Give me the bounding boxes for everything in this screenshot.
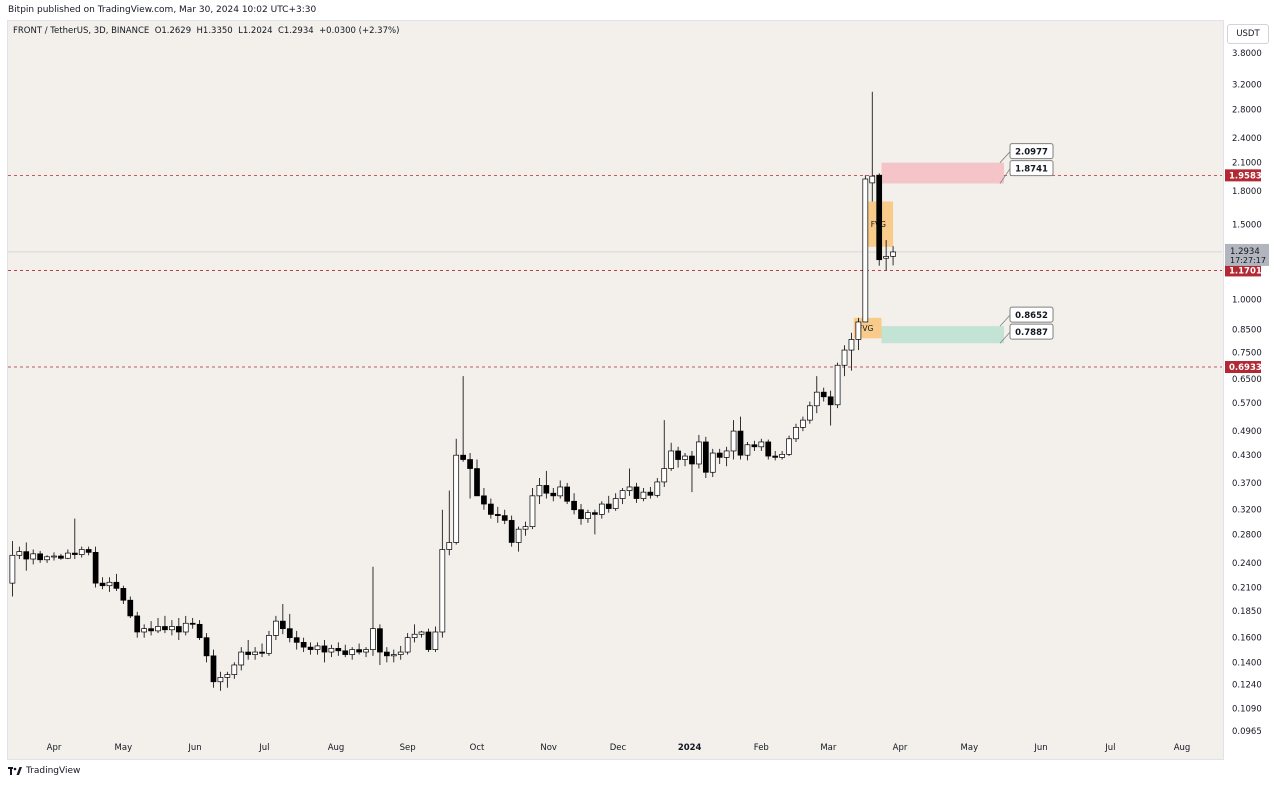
change-value: +0.0300 (+2.37%) xyxy=(319,26,400,36)
currency-button[interactable]: USDT xyxy=(1227,24,1269,44)
y-tick-label: 0.1090 xyxy=(1232,705,1262,715)
y-tick-label: 1.8000 xyxy=(1232,187,1262,197)
y-tick-label: 0.5700 xyxy=(1232,399,1262,409)
y-tick-label: 0.1600 xyxy=(1232,634,1262,644)
y-tick-label: 3.2000 xyxy=(1232,81,1262,91)
y-tick-label: 3.8000 xyxy=(1232,49,1262,59)
y-tick-label: 0.8500 xyxy=(1232,325,1262,335)
y-tick-label: 0.4300 xyxy=(1232,451,1262,461)
current-price-tag xyxy=(1225,243,1269,266)
y-tick-label: 0.2100 xyxy=(1232,583,1262,593)
bar-countdown-label: 17:27:17 xyxy=(1230,256,1266,265)
y-tick-label: 1.5000 xyxy=(1232,221,1262,231)
open-value: O1.2629 xyxy=(154,26,192,36)
y-tick-label: 1.0000 xyxy=(1232,295,1262,305)
y-tick-label: 2.8000 xyxy=(1232,105,1262,115)
y-tick-label: 0.2400 xyxy=(1232,559,1262,569)
y-tick-label: 0.1850 xyxy=(1232,607,1262,617)
symbol-name[interactable]: FRONT / TetherUS, 3D, BINANCE xyxy=(13,26,150,36)
y-tick-label: 0.1240 xyxy=(1232,681,1262,691)
y-tick-label: 0.2800 xyxy=(1232,530,1262,540)
low-value: L1.2024 xyxy=(238,26,273,36)
level-price-label: 1.9583 xyxy=(1229,171,1262,181)
chart-pane[interactable] xyxy=(7,20,1224,760)
y-tick-label: 0.7500 xyxy=(1232,349,1262,359)
y-tick-label: 0.3200 xyxy=(1232,506,1262,516)
y-tick-label: 2.4000 xyxy=(1232,134,1262,144)
tradingview-logo-icon xyxy=(8,767,22,775)
high-value: H1.3350 xyxy=(196,26,233,36)
y-tick-label: 0.1400 xyxy=(1232,658,1262,668)
y-tick-label: 0.3700 xyxy=(1232,479,1262,489)
level-price-label: 0.6933 xyxy=(1229,363,1262,373)
level-price-tag xyxy=(1225,361,1261,374)
level-price-label: 1.1701 xyxy=(1229,266,1262,276)
y-tick-label: 0.4900 xyxy=(1232,427,1262,437)
footer-brand: TradingView xyxy=(8,766,80,776)
current-price-label: 1.2934 xyxy=(1230,247,1260,257)
level-price-tag xyxy=(1225,169,1261,182)
top-bar: Bitpin published on TradingView.com, Mar… xyxy=(0,0,1280,20)
y-tick-label: 0.0965 xyxy=(1232,727,1262,737)
close-value: C1.2934 xyxy=(277,26,314,36)
footer-brand-text: TradingView xyxy=(26,766,81,776)
y-tick-label: 2.1000 xyxy=(1232,158,1262,168)
publisher-line: Bitpin published on TradingView.com, Mar… xyxy=(8,5,317,15)
symbol-legend: FRONT / TetherUS, 3D, BINANCE O1.2629 H1… xyxy=(13,26,399,36)
y-tick-label: 0.6500 xyxy=(1232,375,1262,385)
level-price-tag xyxy=(1225,264,1261,277)
